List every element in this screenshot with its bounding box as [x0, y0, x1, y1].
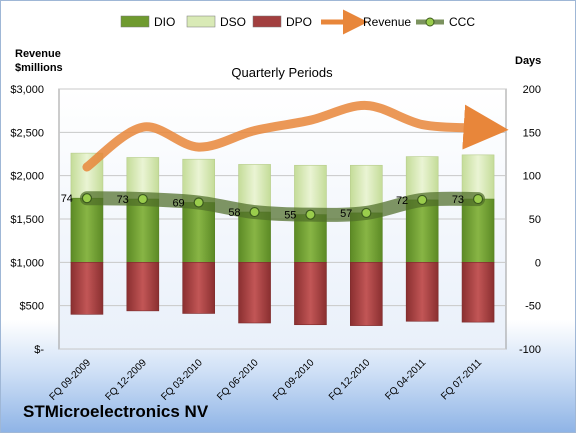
right-tick-label: -100 — [519, 344, 541, 356]
legend-label: DSO — [220, 15, 246, 29]
right-tick-label: 0 — [535, 257, 541, 269]
x-tick-label: FQ 12-2010 — [327, 357, 373, 403]
left-tick-label: $500 — [20, 301, 44, 313]
left-tick-label: $3,000 — [10, 84, 44, 96]
legend-swatch — [186, 15, 216, 28]
ccc-data-label: 73 — [117, 194, 129, 206]
legend: DIO DSO DPO Revenue CCC — [120, 9, 475, 35]
x-tick-label: FQ 03-2010 — [159, 357, 205, 403]
right-axis: -100 -50 0 50 100 150 200 — [519, 84, 541, 356]
company-name: STMicroelectronics NV — [23, 402, 209, 421]
legend-swatch — [252, 15, 282, 28]
ccc-data-label: 57 — [340, 208, 352, 220]
right-tick-label: 200 — [523, 84, 541, 96]
x-tick-label: FQ 07-2011 — [439, 357, 484, 402]
bar-dio — [350, 212, 383, 263]
bar-dio — [126, 198, 160, 263]
x-tick-label: FQ 04-2011 — [383, 357, 428, 402]
left-tick-label: $1,500 — [10, 214, 44, 226]
bar-dpo — [70, 262, 104, 315]
ccc-point — [193, 197, 204, 208]
ccc-point — [249, 206, 260, 218]
legend-marker — [425, 17, 435, 27]
right-tick-label: -50 — [525, 301, 541, 313]
ccc-data-label: 58 — [228, 207, 240, 219]
ccc-point — [472, 193, 484, 205]
ccc-data-label: 73 — [452, 194, 464, 206]
right-axis-label: Days — [515, 55, 541, 67]
bar-dio — [70, 197, 104, 263]
left-axis-label-line1: Revenue — [15, 48, 61, 60]
legend-label: DPO — [286, 15, 312, 29]
legend-label: CCC — [449, 15, 475, 29]
bar-dio — [238, 211, 271, 263]
x-axis: FQ 09-2009 FQ 12-2009 FQ 03-2010 FQ 06-2010… — [48, 357, 485, 403]
right-tick-label: 50 — [529, 214, 541, 226]
ccc-point — [305, 209, 316, 220]
right-tick-label: 100 — [523, 171, 541, 183]
left-tick-label: $1,000 — [10, 257, 44, 269]
x-tick-label: FQ 12-2009 — [103, 357, 149, 403]
x-tick-label: FQ 09-2009 — [48, 357, 94, 403]
x-tick-label: FQ 09-2010 — [271, 357, 317, 403]
chart-title: Quarterly Periods — [231, 65, 333, 80]
bar-dpo — [350, 262, 383, 326]
bar-dpo — [182, 262, 215, 314]
ccc-data-label: 74 — [61, 193, 73, 205]
bar-dio — [294, 214, 327, 263]
ccc-point — [417, 194, 428, 206]
bar-dio — [461, 198, 495, 263]
left-tick-label: $2,500 — [10, 127, 44, 139]
legend-swatch — [120, 15, 150, 28]
right-tick-label: 150 — [523, 127, 541, 139]
bar-dso — [294, 164, 327, 215]
bar-dpo — [405, 262, 439, 322]
bar-dpo — [126, 262, 160, 312]
legend-label: Revenue — [363, 15, 411, 29]
bar-dso — [461, 154, 495, 200]
ccc-data-label: 69 — [172, 198, 184, 210]
left-tick-label: $2,000 — [10, 171, 44, 183]
x-tick-label: FQ 06-2010 — [215, 357, 261, 403]
ccc-point — [137, 193, 148, 205]
left-axis: $- $500 $1,000 $1,500 $2,000 $2,500 $3,000 — [10, 84, 44, 356]
revenue-series — [82, 100, 509, 172]
ccc-data-label: 55 — [284, 210, 296, 222]
bar-dpo — [294, 262, 327, 326]
bar-dpo — [238, 262, 271, 324]
revenue-line — [82, 100, 509, 172]
ccc-point — [81, 193, 93, 204]
bar-dio — [405, 199, 439, 263]
ccc-series: 74 73 69 58 55 57 72 73 — [61, 191, 486, 222]
ccc-point — [361, 207, 372, 219]
left-tick-label: $- — [34, 344, 44, 356]
bars — [70, 152, 495, 326]
legend-label: DIO — [154, 15, 175, 29]
bar-dpo — [461, 262, 495, 323]
bar-dio — [182, 202, 215, 263]
ccc-data-label: 72 — [396, 195, 408, 207]
left-axis-label-line2: $millions — [15, 62, 63, 74]
